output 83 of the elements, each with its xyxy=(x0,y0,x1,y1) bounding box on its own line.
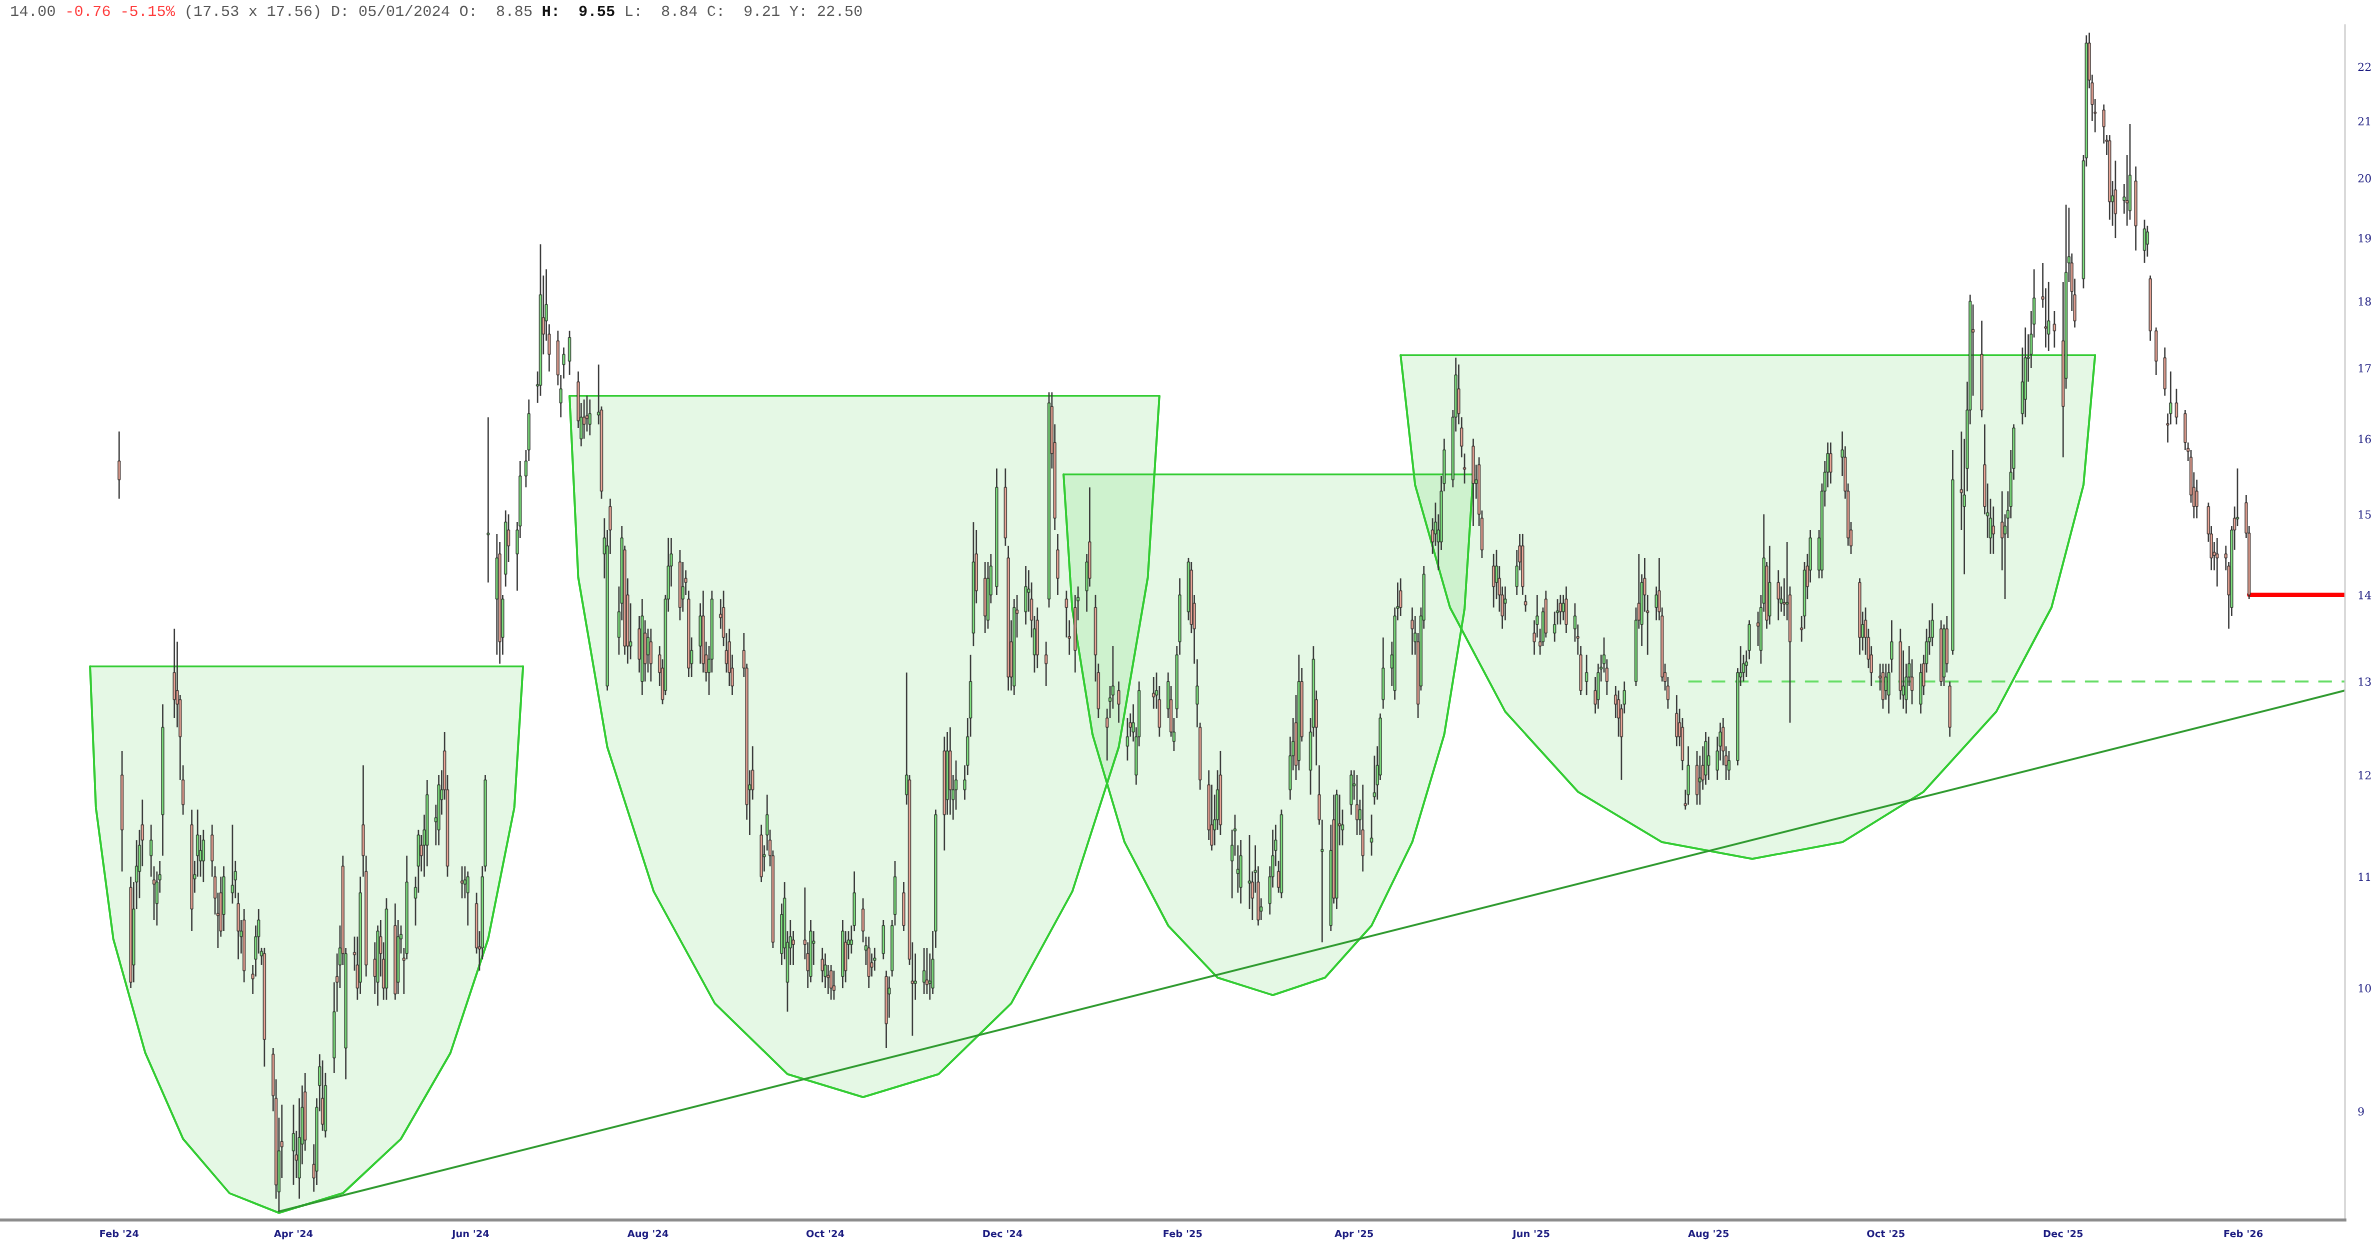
y-tick-label: 13 xyxy=(2358,677,2371,686)
candlestick xyxy=(1460,416,1464,458)
candlestick xyxy=(568,330,572,376)
x-tick-label: Jun '25 xyxy=(1512,1229,1550,1240)
candlestick xyxy=(1125,717,1129,762)
candlestick xyxy=(849,924,853,955)
text: (17.53 x 17.56) D: 05/01/2024 O: 8.85 xyxy=(186,4,532,20)
candlestick xyxy=(2215,537,2219,588)
x-tick-label: Feb '25 xyxy=(1163,1229,1202,1238)
candlestick xyxy=(1675,694,1679,747)
candlestick xyxy=(1492,553,1496,609)
y-tick-label: 16 xyxy=(2358,434,2371,444)
candlestick xyxy=(1399,577,1403,617)
y-tick-label: 21 xyxy=(2358,117,2371,126)
x-tick-label: Oct '25 xyxy=(1867,1229,1905,1238)
candlestick xyxy=(913,952,917,1001)
candlestick xyxy=(2047,281,2051,352)
candlestick xyxy=(1152,676,1156,710)
y-tick-label: 20 xyxy=(2358,174,2371,183)
candlestick xyxy=(1707,736,1711,781)
candlestick xyxy=(2169,370,2173,426)
candlestick xyxy=(2113,160,2117,239)
candlestick xyxy=(588,398,592,436)
x-tick-label: Jun '24 xyxy=(451,1229,489,1240)
x-tick-label: Dec '24 xyxy=(983,1229,1023,1238)
text: -0.76 -5.15% xyxy=(67,5,176,17)
candlestick xyxy=(873,947,877,972)
candlestick xyxy=(1829,441,1833,485)
x-tick-label: Apr '25 xyxy=(1334,1229,1374,1240)
candlestick xyxy=(1349,769,1353,816)
candlestick xyxy=(884,970,888,1049)
candlestick xyxy=(1503,585,1507,621)
y-tick-label: 17 xyxy=(2358,364,2371,373)
candlestick xyxy=(1044,641,1048,687)
y-tick-label: 10 xyxy=(2358,984,2371,993)
candlestick xyxy=(1756,611,1760,647)
candlestick xyxy=(196,808,200,878)
candlestick xyxy=(1776,569,1780,621)
x-tick-label: Aug '24 xyxy=(627,1229,669,1240)
candlestick xyxy=(1553,611,1557,643)
x-tick-label: Feb '26 xyxy=(2224,1229,2263,1238)
candlestick xyxy=(829,964,833,1001)
y-tick-label: 14 xyxy=(2358,590,2372,600)
candlestick xyxy=(1355,774,1359,836)
candlestick xyxy=(466,870,470,927)
y-tick-label: 12 xyxy=(2358,771,2371,780)
x-tick-label: Feb '24 xyxy=(100,1229,139,1238)
candlestick xyxy=(230,824,234,905)
candlestick xyxy=(922,947,926,995)
candlestick xyxy=(486,416,490,584)
x-tick-label: Dec '25 xyxy=(2043,1229,2083,1238)
x-tick-label: Oct '24 xyxy=(806,1229,845,1238)
candlestick xyxy=(201,829,205,883)
candlestick xyxy=(791,930,795,966)
candlestick xyxy=(1558,594,1562,626)
candlestick xyxy=(1695,750,1699,806)
y-tick-label: 15 xyxy=(2358,510,2371,519)
candlestick xyxy=(1117,680,1121,724)
x-tick-label: Apr '24 xyxy=(273,1229,313,1240)
x-tick-label: Aug '25 xyxy=(1688,1229,1729,1240)
text: 14.00 xyxy=(11,5,55,17)
candlestick xyxy=(2052,310,2056,349)
candlestick xyxy=(2174,388,2178,426)
candlestick xyxy=(2044,287,2048,349)
candlestick xyxy=(2142,219,2147,264)
candlestick xyxy=(1370,813,1374,857)
candlestick xyxy=(460,865,464,899)
candlestick xyxy=(1410,606,1414,656)
text: L: 8.84 C: 9.21 Y: 22.50 xyxy=(626,5,862,17)
candlestick xyxy=(1727,750,1731,781)
candlestick xyxy=(117,430,121,500)
y-tick-label: 11 xyxy=(2358,872,2371,881)
y-tick-label: 19 xyxy=(2358,234,2371,243)
candlestick xyxy=(1463,452,1467,485)
y-tick-label: 22 xyxy=(2358,62,2371,71)
y-tick-label: 9 xyxy=(2358,1107,2364,1116)
candlestick xyxy=(1585,654,1589,696)
candlestick xyxy=(649,628,653,683)
text: H: 9.55 xyxy=(542,5,615,17)
candlestick xyxy=(291,1104,295,1186)
candlestick xyxy=(1064,590,1068,639)
y-tick-label: 18 xyxy=(2358,297,2371,306)
candlestick xyxy=(1239,839,1243,905)
